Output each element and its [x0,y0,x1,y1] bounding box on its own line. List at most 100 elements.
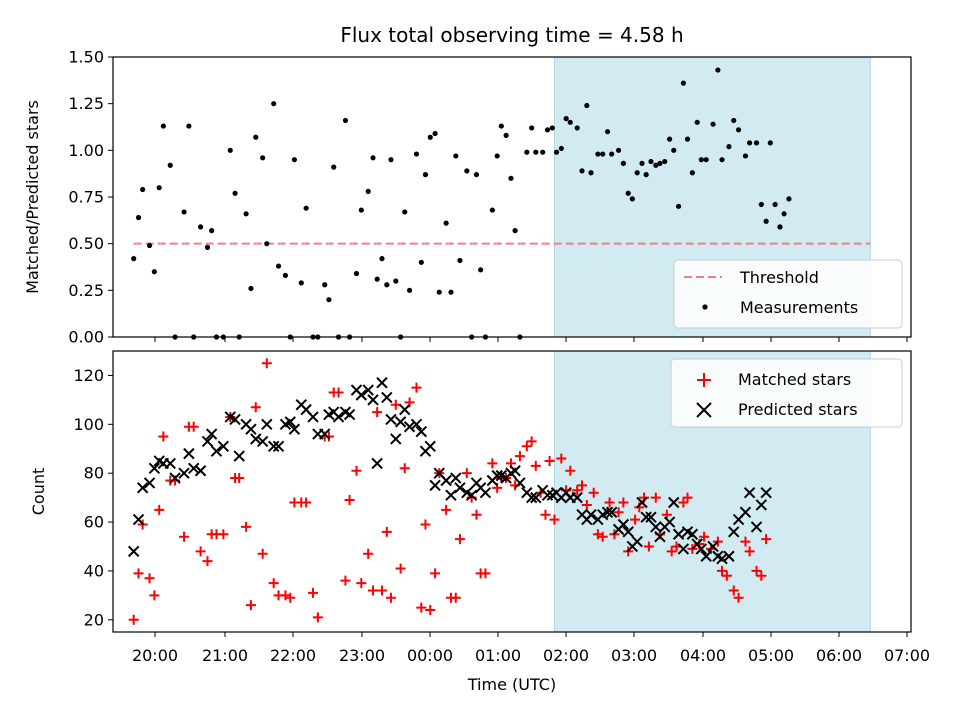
matched-star-point [604,497,615,508]
predicted-star-point [355,389,368,401]
matched-star-point [257,548,268,559]
measurement-point [291,157,297,163]
matched-star-point [372,407,383,418]
measurement-point [432,130,438,137]
matched-star-point [195,546,206,557]
measurement-point [260,155,266,161]
measurement-point [689,170,695,176]
measurement-point [204,244,211,250]
measurement-point [167,162,173,168]
measurement-point [135,214,142,221]
matched-star-point [179,531,190,542]
legend-matched-swatch [697,373,711,387]
bottom-axes-frame [112,350,912,633]
measurement-point [209,228,215,234]
matched-star-point [577,480,588,491]
matched-star-point [461,468,472,479]
predicted-star-point [450,472,462,484]
measurement-point [140,186,146,193]
series-measurements [131,67,792,340]
measurement-point [457,257,463,264]
measurement-point [747,140,753,146]
predicted-star-point [479,487,492,499]
matched-star-point [261,358,272,369]
matched-star-point [643,541,654,552]
matched-star-point [549,514,560,525]
matched-star-point [441,504,452,515]
measurement-point [413,151,420,157]
predicted-star-point [739,506,752,518]
legend-box [673,259,903,329]
predicted-star-point [707,540,719,553]
measurement-point [524,149,530,155]
measurement-point [657,160,663,166]
predicted-star-point [194,465,207,477]
matched-star-point [202,556,213,567]
matched-star-point [487,458,498,469]
matched-star-point [471,509,482,520]
matched-star-point [756,570,767,581]
measurement-point [508,175,514,181]
measurement-point [609,151,615,157]
matched-star-point [454,534,465,545]
measurement-point [758,201,764,208]
predicted-star-point [381,391,393,404]
matched-star-point [450,592,461,603]
predicted-star-point [541,489,554,501]
measurement-point [464,168,470,174]
measurement-point [151,269,157,275]
matched-star-point [368,585,379,596]
measurement-point [653,162,659,168]
measurement-point [489,207,495,213]
measurement-point [248,285,254,292]
x-axis-label: Time (UTC) [467,675,556,694]
measurement-point [197,224,204,230]
matched-star-point [133,568,144,579]
matched-star-point [154,504,165,515]
matched-star-point [323,431,334,442]
matched-star-point [245,600,256,611]
measurement-point [777,224,783,230]
predicted-star-point [650,521,662,533]
measurement-point [666,136,673,142]
measurement-point [742,153,749,159]
measurement-point [648,158,654,165]
measurement-point [540,149,546,155]
measurement-point [342,117,349,124]
predicted-star-point [686,528,699,540]
matched-star-point [618,497,629,508]
matched-star-point [717,565,728,576]
matched-star-point [526,436,537,447]
predicted-star-point [617,518,630,531]
x-tick-label: 21:00 [202,646,248,665]
measurement-point [529,125,535,131]
matched-star-point [149,590,160,601]
matched-star-point [565,465,576,476]
predicted-star-point [728,526,740,538]
predicted-star-point [640,511,652,523]
matched-star-point [158,431,169,442]
measurement-point [243,211,249,217]
matched-star-point [395,563,406,574]
predicted-star-point [362,384,374,396]
predicted-star-point [148,462,161,474]
measurement-point [595,151,601,157]
predicted-star-point [605,506,618,518]
matched-star-point [416,602,427,613]
measurement-point [567,119,573,125]
matched-star-point [480,568,491,579]
matched-star-point [333,387,344,398]
measurement-point [671,147,677,153]
matched-star-point [241,521,252,532]
matched-star-point [430,568,441,579]
predicted-star-point [332,411,345,423]
predicted-star-point [571,491,583,504]
top-axes: 0.00 0.25 0.50 0.75 1.00 1.25 1.50 Matched/Pred… [23,48,912,347]
predicted-star-point [217,440,230,453]
matched-star-point [699,531,710,542]
predicted-star-point [367,394,379,406]
measurement-point [418,259,424,265]
matched-star-point [572,485,583,496]
predicted-star-point [410,418,423,431]
matched-star-point [630,514,641,525]
